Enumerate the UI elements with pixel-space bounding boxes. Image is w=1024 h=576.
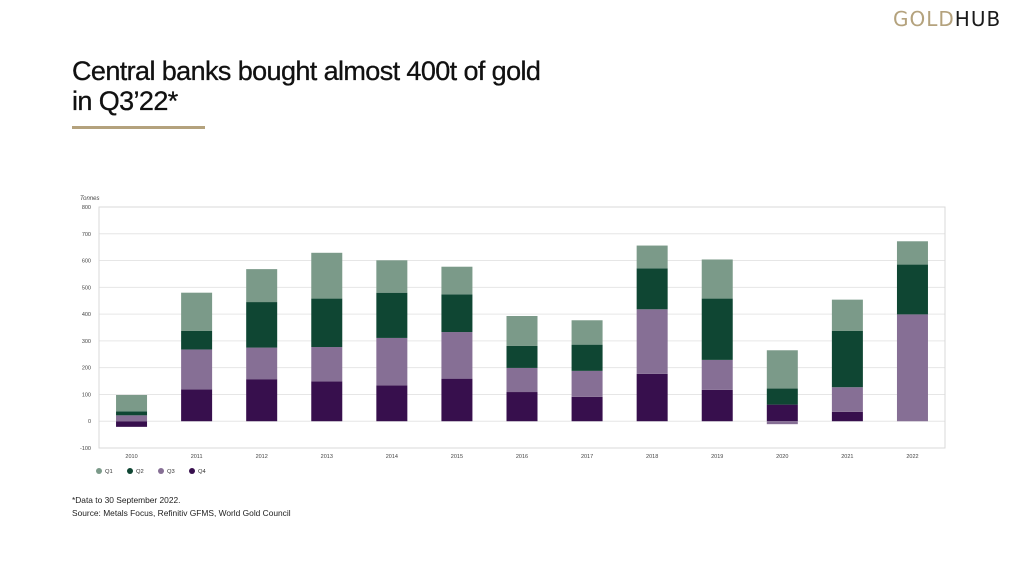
y-tick-label: 0 — [88, 419, 91, 425]
data-note: *Data to 30 September 2022. — [72, 495, 181, 505]
bar-2013-q4 — [311, 381, 343, 422]
bar-2021-q3 — [831, 387, 863, 412]
bar-2017-q1 — [571, 320, 603, 345]
bar-2015-q2 — [441, 294, 473, 333]
bar-2016-q1 — [506, 315, 538, 346]
axes: -100 0 100 200 300 400 500 600 700 800 2010 2011 201… — [80, 205, 946, 460]
bar-2016-q3 — [506, 367, 538, 393]
bar-2011-q3 — [181, 349, 213, 390]
legend: Q1 Q2 Q3 Q4 — [96, 468, 207, 475]
bar-2010-q4 — [116, 421, 148, 427]
bar-2019-q1 — [701, 259, 733, 299]
bar-2016-q4 — [506, 392, 538, 422]
bar-2013-q2 — [311, 298, 343, 348]
bar-2019-q2 — [701, 298, 733, 360]
y-tick-label: 600 — [82, 259, 91, 265]
bar-2013-q1 — [311, 252, 343, 299]
bar-2021-q2 — [831, 330, 863, 388]
legend-label-q4: Q4 — [198, 469, 207, 475]
bar-2020-q2 — [766, 388, 798, 405]
bar-2020-q4 — [766, 404, 798, 422]
bar-2022-q1 — [896, 241, 928, 265]
bar-2021-q1 — [831, 299, 863, 331]
title-underline — [72, 126, 205, 129]
bar-2014-q2 — [376, 292, 408, 338]
bar-2017-q3 — [571, 370, 603, 397]
bar-2010-q1 — [116, 394, 148, 412]
bar-2011-q2 — [181, 330, 213, 350]
x-tick-label: 2010 — [125, 454, 137, 460]
bar-2022-q3 — [896, 314, 928, 422]
legend-marker-q3 — [158, 468, 164, 474]
y-tick-label: 700 — [82, 232, 91, 238]
bar-2010-q2 — [116, 411, 148, 416]
x-tick-label: 2019 — [711, 454, 723, 460]
x-tick-label: 2012 — [256, 454, 268, 460]
y-tick-label: 300 — [82, 339, 91, 345]
bar-2018-q1 — [636, 245, 668, 269]
bar-2012-q2 — [246, 302, 278, 348]
bar-2012-q3 — [246, 347, 278, 380]
y-tick-label: 200 — [82, 366, 91, 372]
bar-2014-q3 — [376, 337, 408, 386]
bar-2022-q2 — [896, 264, 928, 315]
page-title: Central banks bought almost 400t of gold… — [72, 56, 672, 116]
x-tick-label: 2013 — [321, 454, 333, 460]
legend-label-q3: Q3 — [167, 469, 175, 475]
x-tick-label: 2020 — [776, 454, 788, 460]
x-tick-label: 2021 — [841, 454, 853, 460]
bar-2018-q4 — [636, 373, 668, 422]
bar-2012-q4 — [246, 379, 278, 422]
bar-2018-q3 — [636, 309, 668, 374]
goldhub-logo: GOLDHUB — [893, 7, 1001, 31]
legend-marker-q1 — [96, 468, 102, 474]
legend-marker-q2 — [127, 468, 133, 474]
bar-2015-q4 — [441, 378, 473, 422]
y-tick-label: 100 — [82, 392, 91, 398]
logo-hub-text: HUB — [954, 7, 1002, 31]
bar-2019-q3 — [701, 359, 733, 390]
bar-2018-q2 — [636, 268, 668, 310]
legend-label-q2: Q2 — [136, 469, 144, 475]
bar-2017-q4 — [571, 396, 603, 422]
bar-2020-q1 — [766, 350, 798, 389]
x-tick-label: 2022 — [906, 454, 918, 460]
bar-2014-q1 — [376, 260, 408, 293]
bar-2021-q4 — [831, 411, 863, 422]
bar-2010-q3 — [116, 415, 148, 422]
y-tick-label: -100 — [80, 446, 91, 452]
y-tick-label: 500 — [82, 285, 91, 291]
bar-2011-q4 — [181, 389, 213, 422]
legend-marker-q4 — [189, 468, 195, 474]
x-tick-label: 2016 — [516, 454, 528, 460]
x-tick-label: 2014 — [386, 454, 398, 460]
bar-2012-q1 — [246, 269, 278, 303]
bar-2019-q4 — [701, 389, 733, 422]
bar-2020-q3 — [766, 421, 798, 425]
plot-frame — [98, 206, 946, 449]
bar-2011-q1 — [181, 292, 213, 331]
bar-2016-q2 — [506, 345, 538, 368]
y-tick-label: 800 — [82, 205, 91, 211]
title-line-1: Central banks bought almost 400t of gold — [72, 56, 541, 86]
bar-2015-q1 — [441, 266, 473, 295]
bars — [116, 241, 928, 427]
logo-gold-text: GOLD — [893, 7, 955, 31]
x-tick-label: 2011 — [191, 454, 203, 460]
y-axis-label: Tonnes — [80, 196, 99, 202]
y-tick-label: 400 — [82, 312, 91, 318]
bar-2017-q2 — [571, 344, 603, 371]
bar-2014-q4 — [376, 385, 408, 422]
x-tick-label: 2018 — [646, 454, 658, 460]
footnote: *Data to 30 September 2022. Source: Meta… — [72, 494, 291, 520]
legend-label-q1: Q1 — [105, 469, 113, 475]
x-tick-label: 2017 — [581, 454, 593, 460]
source-note: Source: Metals Focus, Refinitiv GFMS, Wo… — [72, 508, 291, 518]
x-tick-label: 2015 — [451, 454, 463, 460]
bar-2015-q3 — [441, 332, 473, 379]
bar-2013-q3 — [311, 347, 343, 382]
title-line-2: in Q3’22* — [72, 86, 179, 116]
